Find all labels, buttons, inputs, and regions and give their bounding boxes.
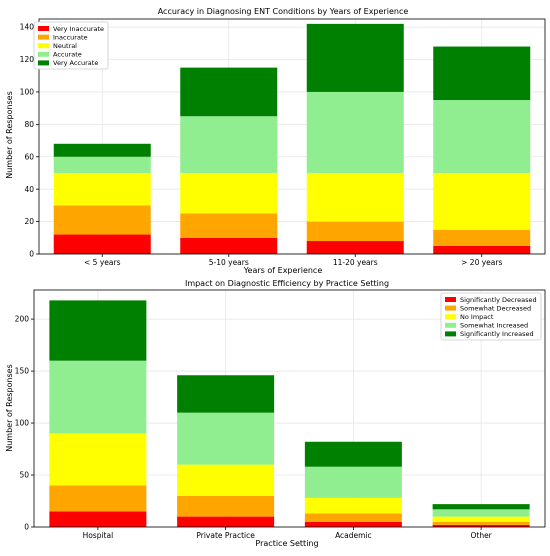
legend: Very InaccurateInaccurateNeutralAccurate… <box>33 21 109 70</box>
legend-swatch <box>38 51 49 57</box>
chart-efficiency-by-setting: Impact on Diagnostic Efficiency by Pract… <box>5 279 546 548</box>
bar-segment <box>177 516 275 527</box>
legend-swatch <box>445 297 456 302</box>
x-tick-label: > 20 years <box>461 258 502 267</box>
legend-label: Significantly Decreased <box>460 296 537 304</box>
legend-swatch <box>445 322 456 328</box>
legend-label: Significantly Increased <box>460 330 534 338</box>
x-tick-label: Private Practice <box>196 531 255 540</box>
bar-segment <box>432 509 530 517</box>
chart-title: Accuracy in Diagnosing ENT Conditions by… <box>158 7 409 16</box>
y-tick-label: 100 <box>15 419 30 428</box>
bar-segment <box>432 504 530 510</box>
bar-segment <box>49 433 147 486</box>
x-tick-label: Hospital <box>83 531 114 540</box>
bar-segment <box>304 513 402 522</box>
bar-segment <box>53 143 151 157</box>
bar-segment <box>433 229 531 246</box>
bar-segment <box>433 245 531 254</box>
x-axis-label: Practice Setting <box>255 539 318 548</box>
bar-segment <box>433 46 531 101</box>
bar-segment <box>432 516 530 522</box>
bar-segment <box>53 172 151 206</box>
legend-label: No Impact <box>460 313 494 321</box>
bar-segment <box>433 100 531 173</box>
bar-segment <box>177 464 275 496</box>
bar-segment <box>432 524 530 527</box>
y-tick-label: 100 <box>20 88 35 97</box>
legend-label: Very Accurate <box>53 59 98 67</box>
bar-segment <box>53 156 151 173</box>
legend-label: Somewhat Increased <box>460 322 528 330</box>
bar-segment <box>180 116 278 173</box>
chart-title: Impact on Diagnostic Efficiency by Pract… <box>185 279 389 288</box>
bar-segment <box>180 213 278 238</box>
y-axis-label: Number of Responses <box>5 364 14 452</box>
bar-segment <box>304 466 402 498</box>
bar-segment <box>53 234 151 254</box>
bar-segment <box>53 205 151 235</box>
y-tick-label: 40 <box>24 185 34 194</box>
x-tick-label: 5-10 years <box>209 258 249 267</box>
y-tick-label: 80 <box>24 120 34 129</box>
legend-box <box>440 292 542 341</box>
bar-segment <box>177 375 275 413</box>
bar-segment <box>433 172 531 230</box>
bar-segment <box>306 23 404 92</box>
bar-segment <box>304 521 402 527</box>
x-axis-label: Years of Experience <box>243 266 323 275</box>
x-tick-label: < 5 years <box>84 258 121 267</box>
bar-segment <box>180 237 278 254</box>
y-tick-label: 200 <box>15 315 30 324</box>
legend-swatch <box>445 331 456 337</box>
bar-segment <box>177 495 275 517</box>
bar-segment <box>180 172 278 214</box>
legend-swatch <box>38 26 49 31</box>
y-axis-label: Number of Responses <box>5 91 14 179</box>
bar-segment <box>306 241 404 254</box>
legend-label: Very Inaccurate <box>53 25 104 33</box>
y-tick-label: 20 <box>24 217 34 226</box>
legend-label: Inaccurate <box>53 33 88 41</box>
bar-segment <box>49 360 147 434</box>
bar-segment <box>306 91 404 173</box>
y-tick-label: 140 <box>20 23 35 32</box>
legend-box <box>33 21 109 70</box>
x-tick-label: 11-20 years <box>333 258 378 267</box>
legend-swatch <box>38 60 49 66</box>
y-tick-label: 0 <box>24 523 29 532</box>
y-tick-label: 120 <box>20 55 35 64</box>
x-tick-label: Other <box>470 531 492 540</box>
bar-segment <box>49 300 147 361</box>
legend-label: Somewhat Decreased <box>460 304 531 312</box>
plot-frame <box>33 289 546 528</box>
legend-swatch <box>38 34 49 40</box>
y-tick-label: 150 <box>15 367 30 376</box>
y-tick-label: 50 <box>19 471 29 480</box>
plot-frame <box>38 18 546 255</box>
legend-label: Accurate <box>53 51 82 59</box>
bar-segment <box>306 221 404 242</box>
bar-segment <box>306 172 404 222</box>
y-tick-label: 0 <box>29 250 34 259</box>
bar-segment <box>177 412 275 465</box>
bar-segment <box>304 441 402 467</box>
bar-segment <box>304 497 402 514</box>
bar-segment <box>180 67 278 117</box>
bar-segment <box>432 521 530 525</box>
legend-swatch <box>445 305 456 311</box>
y-tick-label: 60 <box>24 152 34 161</box>
bar-segment <box>49 485 147 512</box>
chart-accuracy-by-experience: Accuracy in Diagnosing ENT Conditions by… <box>5 7 546 275</box>
legend-label: Neutral <box>53 42 77 50</box>
legend-swatch <box>38 43 49 49</box>
bar-segment <box>49 511 147 527</box>
x-tick-label: Academic <box>335 531 372 540</box>
legend-swatch <box>445 314 456 320</box>
